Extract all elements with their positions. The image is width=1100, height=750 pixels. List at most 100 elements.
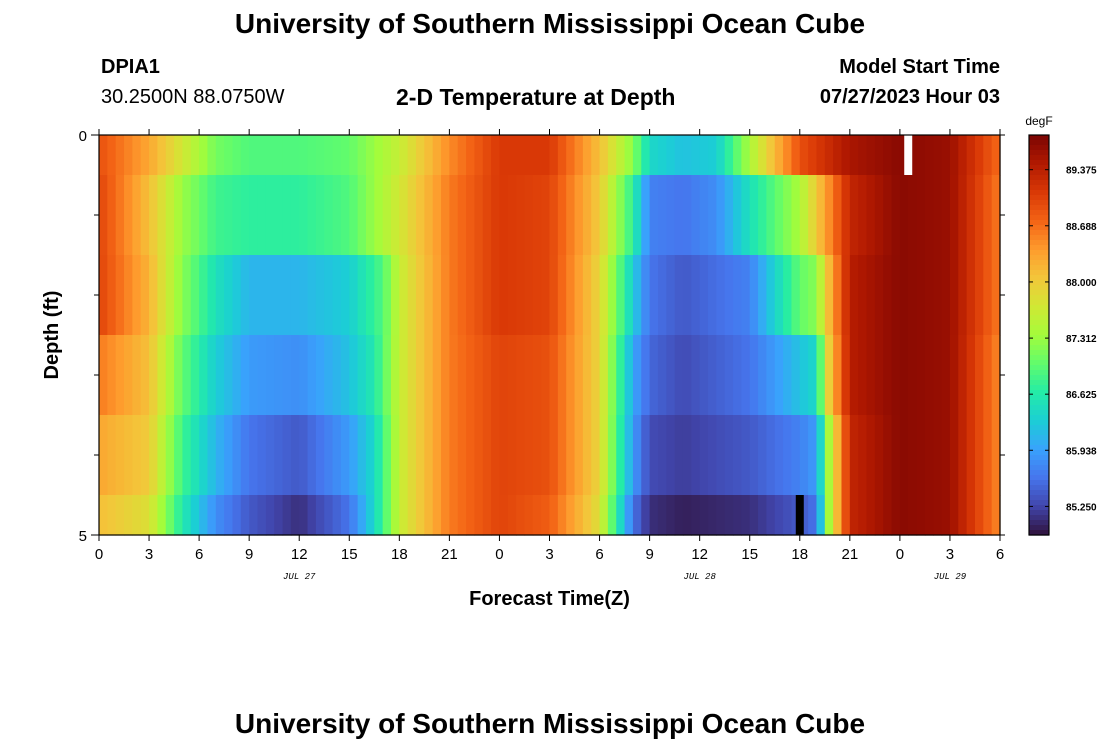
heatmap-cell [749, 495, 759, 536]
heatmap-cell [449, 135, 459, 176]
heatmap-cell [282, 495, 292, 536]
heatmap-cell [390, 335, 400, 416]
heatmap-cell [416, 255, 425, 336]
heatmap-cell [499, 175, 509, 256]
heatmap-row [99, 335, 1001, 416]
heatmap-cell [390, 415, 400, 496]
heatmap-cell [491, 255, 501, 336]
heatmap-cell [482, 495, 492, 536]
heatmap-cell [674, 415, 684, 496]
heatmap-cell [574, 415, 584, 496]
heatmap-cell [357, 135, 367, 176]
heatmap-cell [190, 175, 200, 256]
heatmap-cell [649, 415, 659, 496]
heatmap-cell [974, 255, 984, 336]
heatmap-cell [299, 335, 309, 416]
heatmap-cell [566, 175, 576, 256]
heatmap-cell [666, 255, 676, 336]
colorbar-segment [1029, 300, 1049, 306]
heatmap-cell [741, 175, 751, 256]
heatmap-cell [766, 175, 776, 256]
heatmap-cell [966, 335, 976, 416]
heatmap-cell [390, 255, 400, 336]
colorbar-segment [1029, 500, 1049, 506]
colorbar-tick-label: 87.312 [1066, 334, 1097, 345]
colorbar-segment [1029, 365, 1049, 371]
heatmap-cell [549, 175, 559, 256]
heatmap-cell [332, 495, 342, 536]
heatmap-cell [207, 135, 217, 176]
missing-data-cell [795, 495, 804, 535]
heatmap-cell [249, 335, 259, 416]
heatmap-cell [374, 135, 384, 176]
heatmap-cell [232, 335, 242, 416]
heatmap-cell [566, 495, 576, 536]
heatmap-cell [891, 135, 901, 176]
heatmap-cell [374, 175, 384, 256]
heatmap-cell [666, 415, 676, 496]
heatmap-cell [224, 255, 234, 336]
heatmap-cell [357, 415, 367, 496]
heatmap-cell [524, 175, 534, 256]
heatmap-cell [282, 335, 292, 416]
heatmap-cell [916, 255, 926, 336]
heatmap-cell [858, 335, 868, 416]
heatmap-cell [541, 415, 551, 496]
heatmap-cell [307, 495, 317, 536]
heatmap-cell [432, 175, 442, 256]
colorbar-segment [1029, 290, 1049, 296]
heatmap-cell [991, 335, 1001, 416]
heatmap-cell [682, 175, 692, 256]
heatmap-cell [274, 495, 284, 536]
y-tick-label: 0 [79, 128, 87, 145]
heatmap-cell [908, 135, 918, 176]
heatmap-cell [357, 335, 367, 416]
heatmap-cell [457, 175, 467, 256]
heatmap-cell [866, 495, 876, 536]
heatmap-cell [324, 175, 334, 256]
heatmap-cell [357, 495, 367, 536]
heatmap-cell [315, 255, 325, 336]
heatmap-cell [207, 495, 217, 536]
heatmap-cell [649, 495, 659, 536]
heatmap-cell [416, 175, 425, 256]
x-tick-label: 12 [291, 546, 308, 563]
heatmap-cell [182, 135, 192, 176]
heatmap-cell [908, 255, 918, 336]
heatmap-cell [599, 495, 609, 536]
heatmap-cell [482, 255, 492, 336]
heatmap-cell [766, 255, 776, 336]
heatmap-cell [182, 175, 192, 256]
date-label: JUL 29 [934, 572, 967, 582]
heatmap-cell [474, 255, 484, 336]
heatmap-cell [933, 495, 943, 536]
heatmap-cell [566, 255, 576, 336]
heatmap-cell [265, 335, 275, 416]
heatmap-cell [933, 175, 943, 256]
heatmap-cell [824, 135, 834, 176]
heatmap-cell [499, 335, 509, 416]
x-tick-label: 21 [441, 546, 458, 563]
heatmap-cell [557, 255, 567, 336]
heatmap-cell [741, 255, 751, 336]
heatmap-cell [791, 175, 801, 256]
heatmap-cell [407, 335, 417, 416]
heatmap-cell [482, 415, 492, 496]
heatmap-cell [307, 175, 317, 256]
x-tick-label: 6 [996, 546, 1004, 563]
heatmap-cell [974, 175, 984, 256]
heatmap-cell [566, 415, 576, 496]
heatmap-cell [699, 415, 709, 496]
colorbar-segment [1029, 235, 1049, 241]
heatmap-cell [691, 175, 701, 256]
colorbar-segment [1029, 210, 1049, 216]
heatmap-row [99, 135, 1001, 176]
colorbar-segment [1029, 255, 1049, 261]
heatmap-cell [958, 335, 968, 416]
heatmap-cell [724, 175, 734, 256]
colorbar-segment [1029, 265, 1049, 271]
y-axis-label: Depth (ft) [41, 291, 63, 380]
heatmap-cell [340, 335, 350, 416]
heatmap-cell [374, 415, 384, 496]
